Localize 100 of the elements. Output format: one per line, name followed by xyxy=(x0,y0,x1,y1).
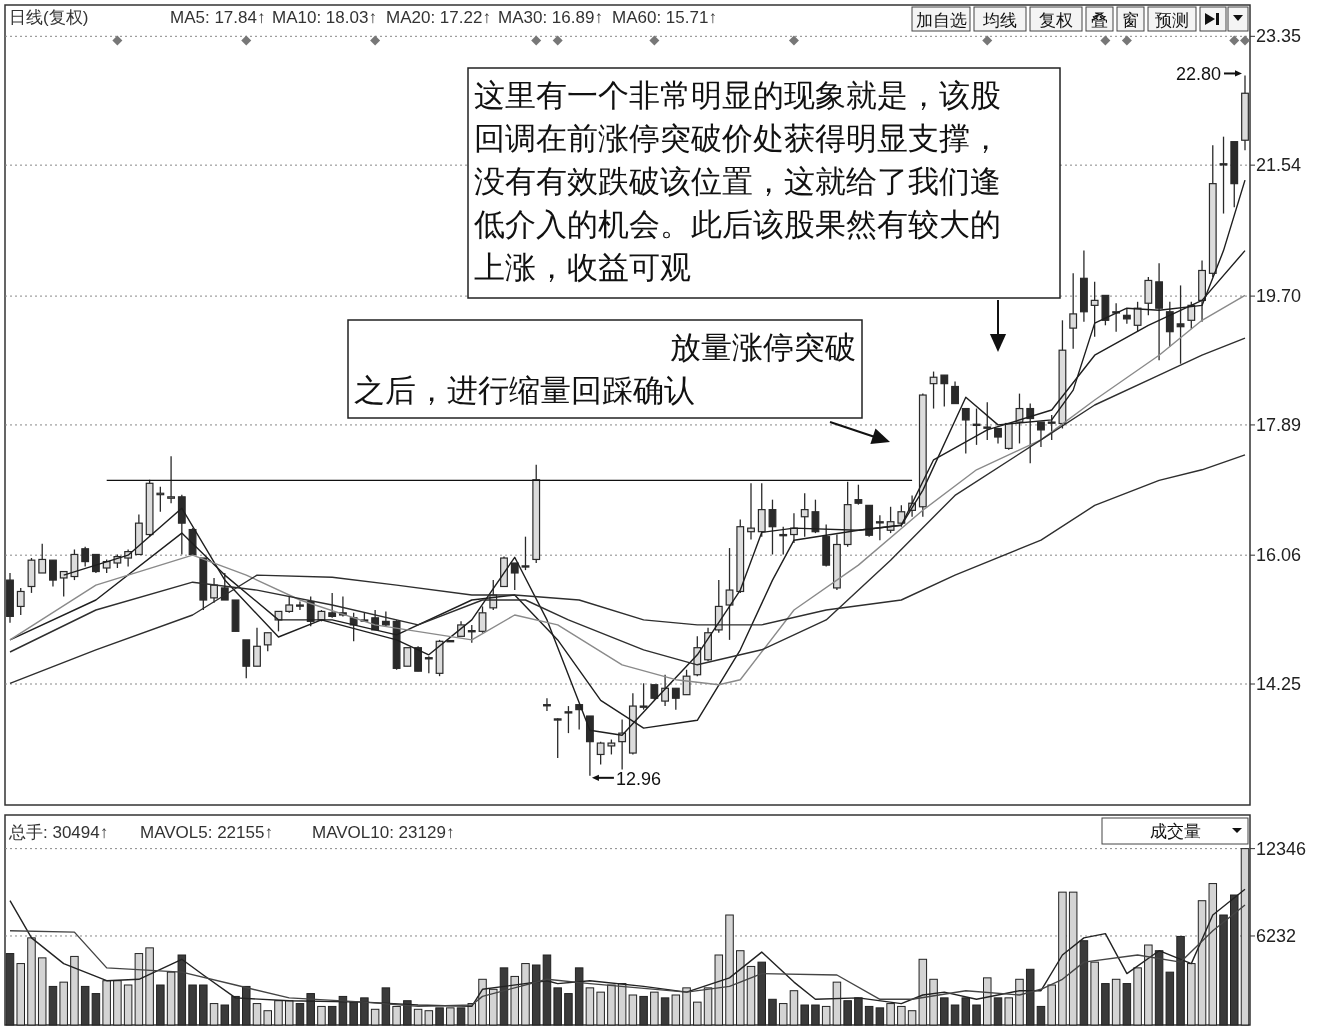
annotation: MAVOL5: 22155↑ xyxy=(140,823,273,842)
y-tick-label: 23.35 xyxy=(1256,26,1302,47)
annotation: MAVOL10: 23129↑ xyxy=(312,823,455,842)
line-series xyxy=(9,294,1246,686)
candlestick xyxy=(929,370,938,410)
candlestick xyxy=(854,484,863,506)
candlestick xyxy=(38,543,47,574)
candlestick xyxy=(328,592,337,619)
bar xyxy=(166,971,176,1026)
annotation: 成交量 xyxy=(1149,822,1201,841)
bar xyxy=(650,991,659,1026)
bar xyxy=(585,987,595,1026)
annotation: MA60: 15.71↑ xyxy=(612,8,717,27)
candlestick xyxy=(1047,414,1056,441)
candlestick xyxy=(983,401,992,441)
candlestick xyxy=(940,374,949,408)
candlestick xyxy=(747,482,755,541)
candlestick xyxy=(1144,276,1153,316)
candlestick xyxy=(779,526,788,556)
bar xyxy=(671,994,681,1026)
control-button: 加自选 xyxy=(911,6,971,32)
bar xyxy=(693,1001,702,1026)
candlestick xyxy=(543,697,551,712)
annotation: 叠 xyxy=(1091,11,1108,30)
annotation: 窗 xyxy=(1122,11,1139,30)
candlestick xyxy=(510,562,519,591)
bar xyxy=(1090,961,1099,1026)
bar xyxy=(413,1008,423,1026)
annotation: 12.96 xyxy=(615,768,661,789)
bar xyxy=(778,1003,788,1026)
bar xyxy=(252,1003,262,1026)
bar xyxy=(789,990,799,1026)
control-button: 均线 xyxy=(973,6,1027,32)
annotation: 总手: 30494↑ xyxy=(8,823,109,842)
candlestick xyxy=(296,600,304,611)
candlestick xyxy=(70,548,79,581)
y-tick-label: 19.70 xyxy=(1256,286,1302,307)
candlestick xyxy=(49,559,57,588)
annotation: 预测 xyxy=(1155,11,1189,30)
candlestick xyxy=(972,407,981,446)
bar xyxy=(897,1005,906,1026)
annotation: MA20: 17.22↑ xyxy=(386,8,491,27)
candlestick xyxy=(768,499,777,556)
y-tick-label: 14.25 xyxy=(1256,674,1302,694)
candlestick xyxy=(951,380,959,405)
bar xyxy=(392,1005,401,1026)
candlestick xyxy=(961,407,970,455)
annotation: 这里有一个非常明显的现象就是，该股回调在前涨停突破价处获得明显支撑，没有有效跌破该位置，这就给了我们逢低介入的机会。此后该股果然有较大的上涨，收益可观 xyxy=(474,78,1001,285)
y-tick-label: 12346 xyxy=(1256,838,1307,859)
candlestick xyxy=(220,572,229,601)
candlestick xyxy=(478,605,487,634)
annotation: 日线(复权) xyxy=(9,8,89,27)
candlestick xyxy=(381,610,390,627)
candlestick xyxy=(521,536,530,571)
annotation: MA30: 16.89↑ xyxy=(498,8,603,27)
candlestick xyxy=(403,647,412,667)
control-button: 复权 xyxy=(1029,6,1083,32)
bar xyxy=(424,1010,434,1026)
candlestick xyxy=(1133,301,1142,333)
bar xyxy=(317,1005,326,1026)
bar xyxy=(821,1005,831,1026)
candlestick xyxy=(661,674,670,707)
candlestick xyxy=(564,705,573,734)
candlestick xyxy=(671,687,680,711)
candlestick xyxy=(1122,307,1131,325)
bar xyxy=(596,991,605,1026)
candlestick xyxy=(253,627,261,667)
bar xyxy=(37,957,47,1026)
annotation: MA10: 18.03↑ xyxy=(272,8,377,27)
candlestick xyxy=(1187,301,1196,330)
bar xyxy=(59,981,68,1026)
control-button: 预测 xyxy=(1147,6,1197,32)
candlestick xyxy=(1037,421,1045,448)
candlestick xyxy=(897,504,906,528)
candlestick xyxy=(800,492,809,538)
y-tick-label: 6232 xyxy=(1256,925,1297,946)
control-dropdown: 成交量 xyxy=(1101,817,1249,845)
candlestick xyxy=(1090,281,1099,338)
candlestick xyxy=(639,682,648,711)
candlestick xyxy=(414,645,423,672)
y-tick-label: 17.89 xyxy=(1256,414,1302,435)
bar xyxy=(907,1010,917,1026)
control-button: 窗 xyxy=(1116,6,1145,32)
candlestick xyxy=(757,482,766,538)
candlestick xyxy=(811,499,820,534)
bar xyxy=(209,1003,219,1026)
candlestick xyxy=(210,577,218,604)
candlestick xyxy=(263,632,272,652)
candlestick xyxy=(16,587,25,616)
candlestick xyxy=(875,514,884,541)
bar xyxy=(16,963,25,1026)
bar xyxy=(263,1010,272,1026)
y-tick-label: 21.54 xyxy=(1256,155,1302,176)
candlestick xyxy=(1219,136,1228,215)
annotation: 均线 xyxy=(982,11,1017,30)
annotation: 22.80 xyxy=(1175,64,1221,85)
y-tick-label: 16.06 xyxy=(1256,545,1302,566)
bar xyxy=(1004,997,1013,1026)
annotation: MA5: 17.84↑ xyxy=(170,8,266,27)
candlestick xyxy=(790,512,798,544)
